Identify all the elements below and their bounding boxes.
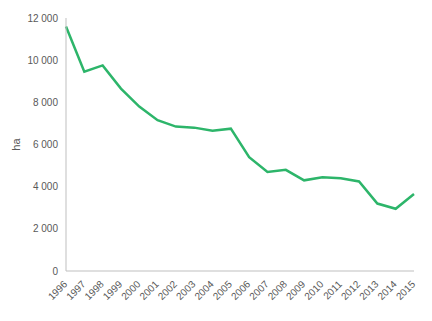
svg-text:2010: 2010 <box>302 278 326 302</box>
svg-text:2005: 2005 <box>211 278 235 302</box>
svg-text:2003: 2003 <box>174 278 198 302</box>
svg-text:1996: 1996 <box>46 278 70 302</box>
svg-text:2015: 2015 <box>394 278 418 302</box>
svg-text:2 000: 2 000 <box>33 223 58 234</box>
svg-text:1998: 1998 <box>82 278 106 302</box>
svg-text:8 000: 8 000 <box>33 97 58 108</box>
svg-text:2007: 2007 <box>247 278 271 302</box>
svg-text:2006: 2006 <box>229 278 253 302</box>
svg-text:2013: 2013 <box>357 278 381 302</box>
svg-text:2001: 2001 <box>137 278 161 302</box>
svg-text:2000: 2000 <box>119 278 143 302</box>
svg-text:6 000: 6 000 <box>33 139 58 150</box>
svg-text:2004: 2004 <box>192 278 216 302</box>
svg-text:2014: 2014 <box>375 278 399 302</box>
svg-text:0: 0 <box>52 266 58 277</box>
svg-text:1999: 1999 <box>101 278 125 302</box>
svg-text:10 000: 10 000 <box>27 55 58 66</box>
svg-text:2002: 2002 <box>156 278 180 302</box>
svg-text:2008: 2008 <box>266 278 290 302</box>
svg-text:2011: 2011 <box>321 278 344 301</box>
svg-text:12 000: 12 000 <box>27 13 58 24</box>
svg-text:2009: 2009 <box>284 278 308 302</box>
svg-text:1997: 1997 <box>64 278 88 302</box>
svg-text:2012: 2012 <box>339 278 363 302</box>
svg-text:ha: ha <box>10 138 22 151</box>
svg-text:4 000: 4 000 <box>33 181 58 192</box>
